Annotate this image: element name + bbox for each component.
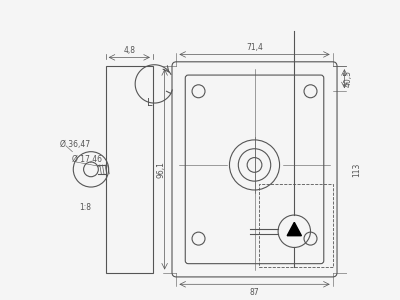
Bar	[259, 184, 333, 267]
Text: 4,8: 4,8	[123, 46, 135, 55]
Polygon shape	[287, 222, 302, 236]
Text: Ø 36,47: Ø 36,47	[60, 140, 90, 149]
Text: 71,4: 71,4	[246, 43, 263, 52]
Text: L: L	[147, 98, 153, 108]
Text: 1:8: 1:8	[79, 203, 91, 212]
Bar	[106, 66, 153, 272]
Text: 96,1: 96,1	[157, 161, 166, 178]
Text: 113: 113	[352, 162, 361, 176]
Text: 87: 87	[250, 288, 259, 297]
Text: Ø 17,46: Ø 17,46	[72, 154, 102, 164]
Text: 40,5: 40,5	[344, 70, 352, 87]
